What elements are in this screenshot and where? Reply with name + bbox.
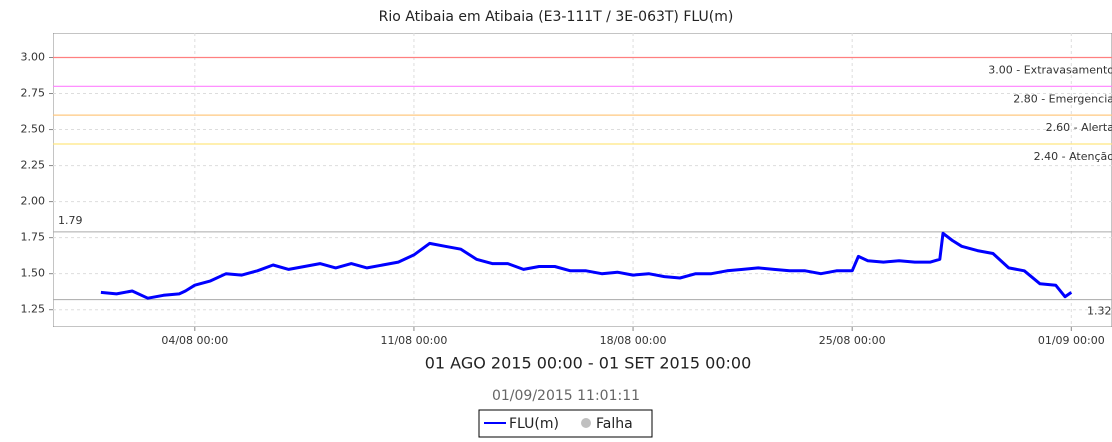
x-tick-label: 18/08 00:00 (600, 334, 667, 347)
legend-box (478, 409, 653, 438)
x-tick-label: 01/09 00:00 (1038, 334, 1105, 347)
plot-background (53, 33, 1112, 327)
threshold-label: 2.40 - Atenção (1034, 150, 1112, 163)
reference-label: 1.32 (1087, 305, 1112, 318)
threshold-label: 2.80 - Emergencia (1013, 92, 1112, 105)
y-tick-label: 2.00 (21, 195, 46, 208)
chart-title: Rio Atibaia em Atibaia (E3-111T / 3E-063… (379, 9, 734, 25)
x-tick-label: 25/08 00:00 (819, 334, 886, 347)
y-tick-label: 3.00 (21, 51, 46, 64)
y-tick-label: 1.75 (21, 231, 46, 244)
x-tick-label: 11/08 00:00 (380, 334, 447, 347)
threshold-label: 3.00 - Extravasamento (988, 64, 1112, 77)
y-tick-label: 2.75 (21, 87, 46, 100)
y-tick-label: 2.25 (21, 159, 46, 172)
legend-label: FLU(m) (509, 416, 559, 432)
x-tick-label: 04/08 00:00 (161, 334, 228, 347)
subtitle: 01/09/2015 11:01:11 (492, 388, 640, 404)
threshold-label: 2.60 - Alerta (1046, 121, 1112, 134)
legend-swatch (581, 418, 591, 428)
plot-area: 3.00 - Extravasamento 2.80 - Emergencia 2.… (53, 33, 1112, 327)
y-tick-label: 2.50 (21, 123, 46, 136)
y-tick-label: 1.50 (21, 267, 46, 280)
x-axis-label: 01 AGO 2015 00:00 - 01 SET 2015 00:00 (425, 354, 752, 373)
reference-label: 1.79 (58, 214, 83, 227)
data-line (100, 231, 1073, 300)
legend-label: Falha (596, 416, 633, 432)
y-tick-label: 1.25 (21, 303, 46, 316)
